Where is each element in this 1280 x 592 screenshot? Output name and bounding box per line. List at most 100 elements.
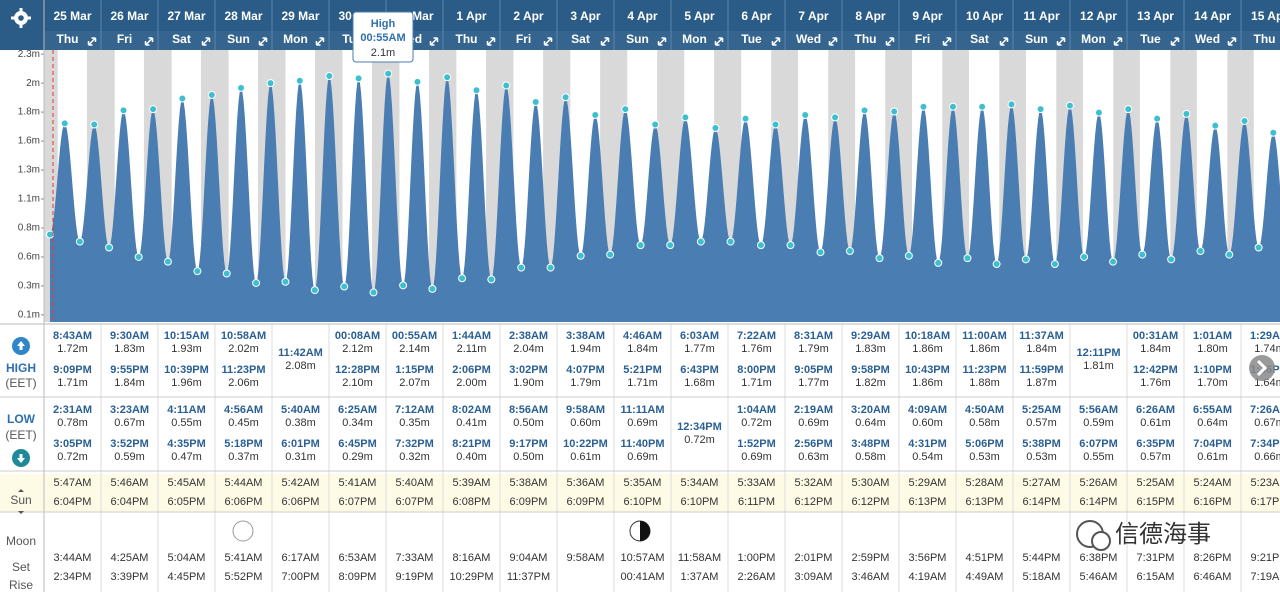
high-label: HIGH (EET)	[5, 337, 37, 390]
moonset: 2:01PM	[795, 552, 833, 564]
weekday: Thu	[456, 32, 478, 46]
expand-icon	[315, 37, 325, 46]
low-time: 2:56PM	[794, 438, 833, 450]
high-height: 1.70m	[1197, 377, 1228, 389]
high-height: 2.08m	[285, 360, 316, 372]
high-height: 1.84m	[1140, 343, 1171, 355]
date: 14 Apr	[1194, 9, 1231, 23]
y-tick-label: 1.8m	[18, 107, 40, 118]
moonset: 9:58AM	[567, 552, 605, 564]
y-tick-label: 2m	[26, 78, 40, 89]
low-time: 3:23AM	[110, 404, 149, 416]
moonrise: 10:29PM	[449, 571, 493, 583]
tide-point	[163, 257, 172, 266]
moonrise: 7:00PM	[282, 571, 320, 583]
tide-point	[1254, 243, 1263, 252]
weekday-cell[interactable]: Sat	[172, 32, 211, 46]
low-tz: (EET)	[5, 428, 36, 442]
weekday-cell[interactable]: Thu	[57, 32, 97, 46]
high-time: 9:05PM	[794, 364, 833, 376]
sun-label: Sun	[10, 493, 31, 507]
weekday-cell[interactable]: Mon	[283, 32, 325, 46]
tide-point	[621, 105, 630, 114]
date: 28 Mar	[224, 9, 262, 23]
low-time: 12:34PM	[677, 421, 722, 433]
moonset: 5:04AM	[168, 552, 206, 564]
chart-foreground: 0.1m 0.3m 0.6m 0.8m 1.1m 1.3m 1.6m 1.8m 2m 2.3m	[18, 49, 44, 321]
date-cell: 3 Apr	[570, 9, 601, 23]
tide-point	[281, 277, 290, 286]
tide-point	[1021, 255, 1030, 264]
sunrise: 5:30AM	[852, 477, 890, 489]
low-height: 0.31m	[285, 451, 316, 463]
weekday-cell[interactable]: Fri	[516, 32, 553, 46]
weekday: Thu	[57, 32, 79, 46]
moonrise: 4:45PM	[168, 571, 206, 583]
sunrise: 5:36AM	[567, 477, 605, 489]
tide-point	[576, 251, 585, 260]
weekday-cell[interactable]: Sun	[227, 32, 268, 46]
weekday-cell[interactable]: Mon	[682, 32, 724, 46]
high-height: 1.84m	[1026, 343, 1057, 355]
tooltip: High 00:55AM 2.1m	[352, 11, 414, 63]
tide-point	[1196, 247, 1205, 256]
full-moon-icon	[232, 520, 254, 542]
next-chevron	[1256, 359, 1268, 377]
next-button[interactable]	[1249, 355, 1275, 381]
moonrise: 2:26AM	[738, 571, 776, 583]
low-height: 0.67m	[114, 417, 145, 429]
high-time: 12:42PM	[1133, 364, 1178, 376]
low-height: 0.57m	[1026, 417, 1057, 429]
weekday-cell[interactable]: Fri	[117, 32, 154, 46]
low-time: 7:12AM	[395, 404, 434, 416]
date: 8 Apr	[855, 9, 886, 23]
low-height: 0.32m	[399, 451, 430, 463]
weekday-cell[interactable]: Thu	[1254, 32, 1280, 46]
low-height: 0.78m	[57, 417, 88, 429]
weekday-cell[interactable]: Wed	[1195, 32, 1237, 46]
moonrise: 2:34PM	[54, 571, 92, 583]
gear-teeth[interactable]	[11, 8, 31, 28]
high-time: 3:02PM	[509, 364, 548, 376]
weekday-cell[interactable]: Thu	[456, 32, 496, 46]
low-time: 11:40PM	[620, 438, 664, 450]
sunset: 6:11PM	[738, 496, 775, 508]
moonrise: 6:46AM	[1194, 571, 1232, 583]
gear-hole[interactable]	[18, 15, 24, 21]
low-time: 7:34PM	[1250, 438, 1280, 450]
moonset: 1:00PM	[738, 552, 776, 564]
high-time: 9:29AM	[851, 330, 890, 342]
tide-point	[325, 72, 334, 81]
weekday-cell[interactable]: Wed	[796, 32, 838, 46]
high-height: 1.83m	[114, 343, 145, 355]
tide-point	[1225, 250, 1234, 259]
weekday-cell[interactable]: Tue	[1140, 32, 1180, 46]
tide-point	[413, 77, 422, 86]
weekday: Fri	[516, 32, 531, 46]
settings-icon[interactable]	[11, 8, 31, 28]
high-height: 1.93m	[171, 343, 202, 355]
high-time: 1:15PM	[395, 364, 434, 376]
low-height: 0.57m	[1140, 451, 1171, 463]
weekday-cell[interactable]: Sat	[970, 32, 1009, 46]
weekday-cell[interactable]: Sun	[1025, 32, 1066, 46]
sunrise: 5:23AM	[1251, 477, 1280, 489]
tide-point	[354, 74, 363, 83]
weekday: Sun	[626, 32, 649, 46]
weekday-cell[interactable]: Thu	[855, 32, 895, 46]
next-circle[interactable]	[1249, 355, 1275, 381]
moonrise: 8:09PM	[339, 571, 377, 583]
low-time: 9:17PM	[509, 438, 548, 450]
sunrise: 5:25AM	[1137, 477, 1175, 489]
weekday-cell[interactable]: Mon	[1081, 32, 1123, 46]
date-cell: 15 Apr	[1251, 9, 1280, 23]
low-time: 2:31AM	[53, 404, 92, 416]
weekday-cell[interactable]: Sun	[626, 32, 667, 46]
tide-point	[1153, 114, 1162, 123]
tide-point	[340, 282, 349, 291]
weekday-cell[interactable]: Sat	[571, 32, 610, 46]
weekday-cell[interactable]: Fri	[915, 32, 952, 46]
weekday-cell[interactable]: Tue	[741, 32, 781, 46]
sunrise: 5:33AM	[738, 477, 776, 489]
low-time: 6:26AM	[1136, 404, 1175, 416]
